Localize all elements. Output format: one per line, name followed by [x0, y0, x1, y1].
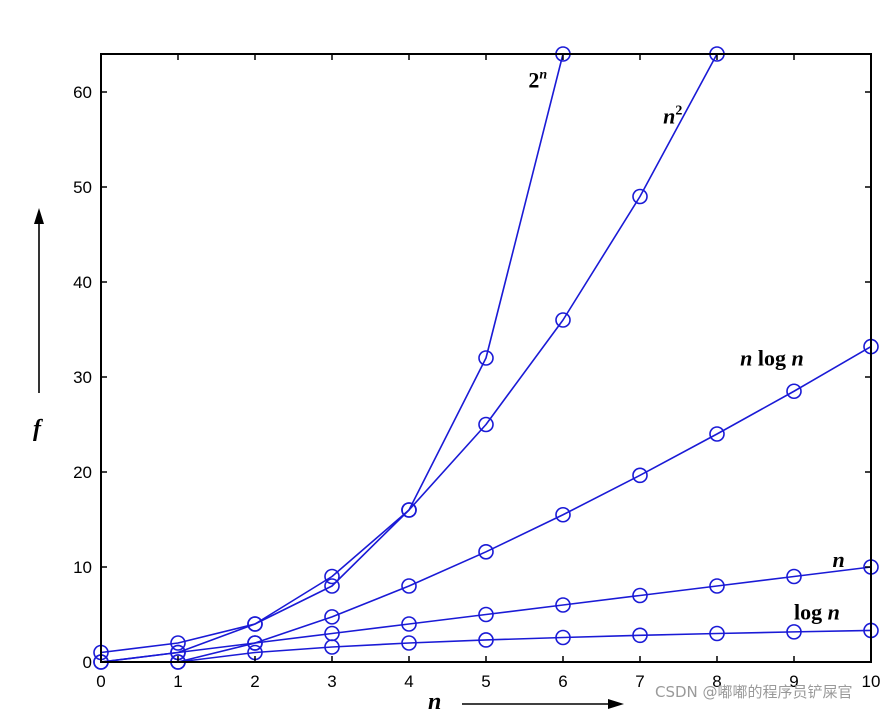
data-point [478, 416, 494, 433]
x-tick-label: 7 [635, 672, 644, 691]
data-point [632, 627, 648, 644]
x-tick-label: 2 [250, 672, 259, 691]
data-point [709, 426, 725, 442]
curve-labels: 2n n2 n log n n log n [528, 67, 844, 624]
series-label: n2 [663, 103, 682, 128]
data-point [401, 616, 417, 632]
data-point [478, 350, 494, 366]
data-point [324, 609, 340, 625]
x-axis-label: n [428, 689, 441, 711]
x-tick-label: 3 [327, 672, 336, 691]
data-point [786, 624, 802, 640]
series-line-n-log-n [177, 345, 872, 663]
y-tick-label: 60 [73, 83, 92, 102]
series-label: n log n [740, 346, 804, 371]
series-line-n [100, 566, 872, 663]
x-tick-label: 6 [558, 672, 567, 691]
watermark: CSDN @嘟嘟的程序员铲屎官 [655, 683, 853, 701]
data-point [555, 597, 571, 613]
data-point [401, 502, 417, 518]
y-axis-ticks: 0 10 20 30 40 50 60 [73, 83, 871, 672]
y-axis-label: f [33, 416, 43, 442]
data-point [324, 568, 340, 585]
data-point [786, 568, 802, 585]
curves-layer [100, 53, 872, 663]
data-point [555, 629, 571, 646]
data-point [247, 616, 263, 632]
series-line-2-n [100, 53, 564, 654]
x-tick-label: 10 [862, 672, 881, 691]
series-label: log n [794, 599, 840, 624]
data-point [478, 632, 494, 648]
series-label: 2n [528, 67, 547, 92]
x-axis-arrow-head [608, 699, 624, 709]
data-point [247, 635, 263, 651]
y-tick-label: 30 [73, 368, 92, 387]
y-tick-label: 50 [73, 178, 92, 197]
data-point [324, 578, 340, 594]
data-point [555, 312, 571, 328]
x-tick-label: 5 [481, 672, 490, 691]
x-tick-label: 9 [789, 672, 798, 691]
x-tick-label: 0 [96, 672, 105, 691]
markers-layer [93, 46, 879, 670]
data-point [709, 578, 725, 594]
data-point [786, 383, 802, 400]
data-point [401, 635, 417, 651]
data-point [170, 635, 186, 651]
series-line-log-n [177, 629, 872, 663]
series-line-n-2 [100, 53, 718, 663]
data-point [324, 639, 340, 655]
y-tick-label: 0 [83, 653, 92, 672]
y-tick-label: 10 [73, 558, 92, 577]
data-point [555, 506, 571, 523]
y-axis-arrow-head [34, 208, 44, 224]
data-point [632, 188, 648, 205]
data-point [632, 587, 648, 604]
data-point [478, 606, 494, 623]
x-tick-label: 1 [173, 672, 182, 691]
data-point [401, 578, 417, 594]
x-tick-label: 4 [404, 672, 413, 691]
x-axis-ticks: 0 1 2 3 4 5 6 7 8 9 10 [96, 54, 880, 691]
series-label: n [833, 547, 845, 572]
y-tick-label: 40 [73, 273, 92, 292]
data-point [478, 543, 494, 560]
data-point [709, 625, 725, 642]
x-tick-label: 8 [712, 672, 721, 691]
y-tick-label: 20 [73, 463, 92, 482]
data-point [632, 467, 648, 484]
